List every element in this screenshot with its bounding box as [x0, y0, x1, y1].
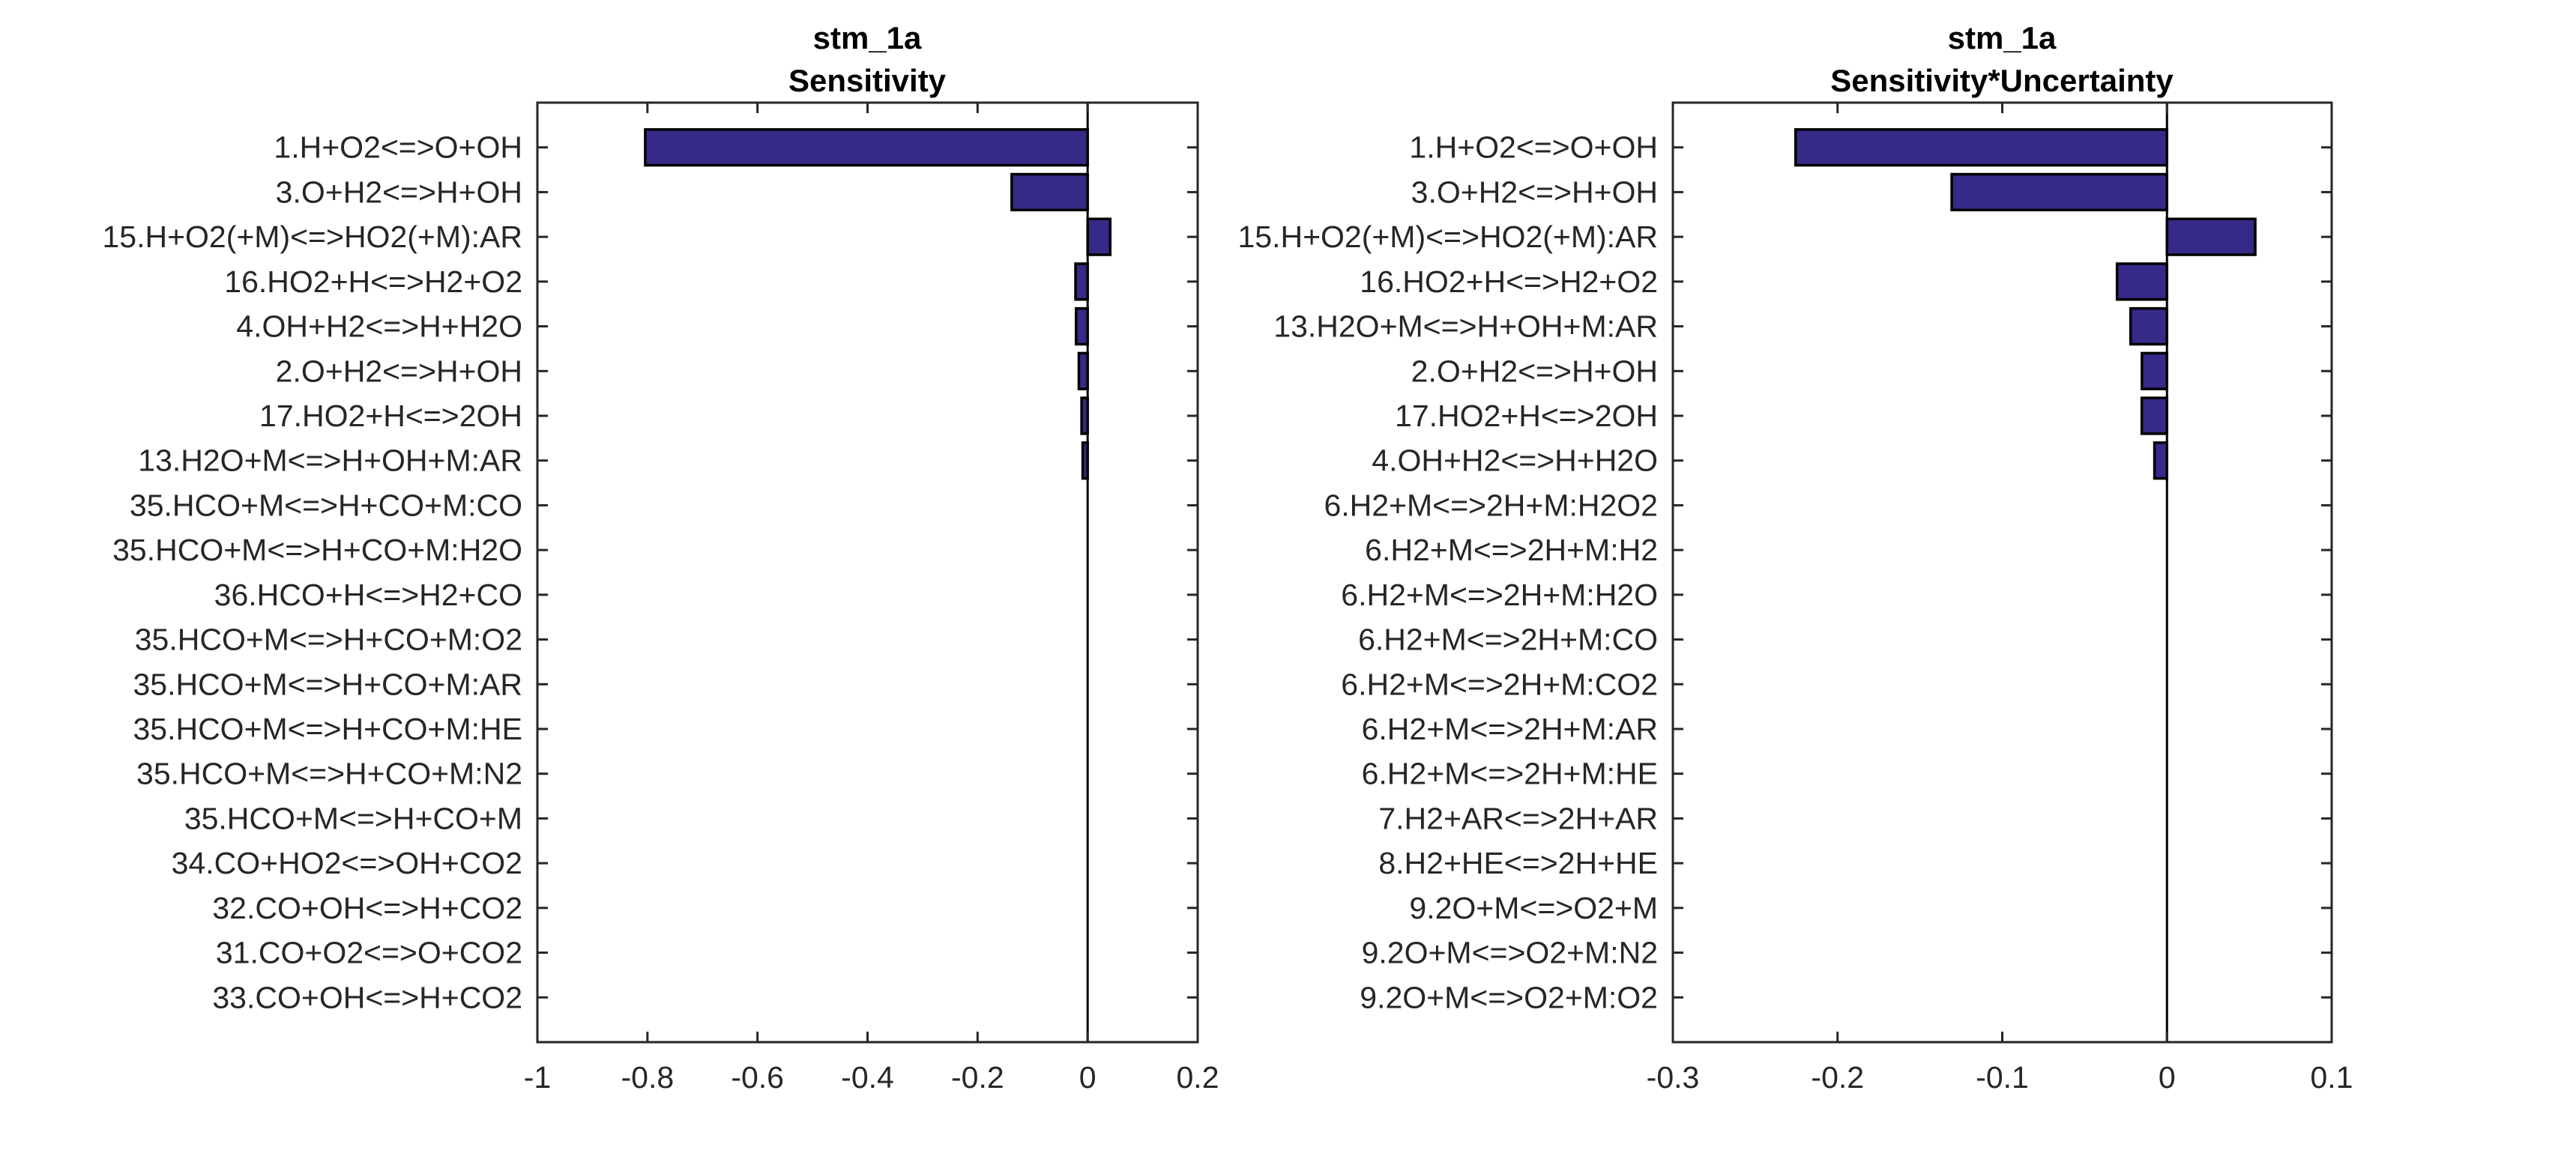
bar — [2140, 396, 2168, 435]
category-label: 6.H2+M<=>2H+M:H2O2 — [1324, 488, 1658, 522]
category-label: 15.H+O2(+M)<=>HO2(+M):AR — [1237, 220, 1658, 254]
category-label: 6.H2+M<=>2H+M:AR — [1362, 712, 1658, 746]
axes-box — [536, 101, 1199, 1044]
category-label: 16.HO2+H<=>H2+O2 — [1360, 264, 1658, 299]
category-label: 7.H2+AR<=>2H+AR — [1378, 801, 1658, 835]
category-label: 17.HO2+H<=>2OH — [259, 399, 522, 433]
category-label: 31.CO+O2<=>O+CO2 — [216, 936, 522, 970]
category-label: 3.O+H2<=>H+OH — [276, 175, 522, 209]
x-tick-label: -0.3 — [1647, 1060, 1700, 1095]
chart-subtitle: Sensitivity — [788, 63, 947, 98]
category-label-group: 1.H+O2<=>O+OH 3.O+H2<=>H+OH 15.H+O2(+M)<=>… — [102, 130, 522, 1015]
category-label: 2.O+H2<=>H+OH — [1411, 354, 1658, 388]
category-label: 35.HCO+M<=>H+CO+M:HE — [133, 712, 522, 746]
bar — [1080, 396, 1089, 435]
bar-group — [1794, 103, 2257, 1042]
bar — [2153, 441, 2169, 480]
x-tick-group: -0.3 -0.2 -0.1 0 0.1 — [1647, 103, 2353, 1095]
category-label: 35.HCO+M<=>H+CO+M:O2 — [135, 623, 522, 657]
category-label: 13.H2O+M<=>H+OH+M:AR — [138, 444, 522, 478]
category-label: 36.HCO+H<=>H2+CO — [214, 578, 522, 612]
category-label: 17.HO2+H<=>2OH — [1395, 399, 1658, 433]
x-tick-label: -0.2 — [1811, 1060, 1864, 1095]
bar — [1081, 441, 1089, 480]
category-label: 8.H2+HE<=>2H+HE — [1378, 846, 1658, 880]
category-label: 35.HCO+M<=>H+CO+M:CO — [130, 488, 522, 522]
category-label: 34.CO+HO2<=>OH+CO2 — [172, 846, 522, 880]
category-label: 6.H2+M<=>2H+M:HE — [1362, 757, 1658, 791]
bar — [1086, 217, 1112, 256]
bar — [1074, 306, 1089, 346]
bar — [2165, 217, 2257, 256]
x-tick-label: -0.4 — [841, 1060, 894, 1095]
bar — [2115, 262, 2169, 301]
sensitivity-uncertainty-panel: stm_1a Sensitivity*Uncertainty 1.H+O2<=>… — [1237, 20, 2353, 1095]
category-label: 35.HCO+M<=>H+CO+M:N2 — [136, 757, 522, 791]
category-label: 35.HCO+M<=>H+CO+M:AR — [133, 667, 522, 701]
x-tick-label: -0.8 — [621, 1060, 675, 1095]
category-label: 16.HO2+H<=>H2+O2 — [224, 264, 522, 299]
x-tick-group: -1 -0.8 -0.6 -0.4 -0.2 0 0.2 — [524, 103, 1219, 1095]
bar-group — [644, 103, 1112, 1042]
bar — [1074, 262, 1089, 301]
category-label: 3.O+H2<=>H+OH — [1411, 175, 1658, 209]
bar — [2141, 351, 2168, 390]
x-tick-label: -1 — [524, 1060, 551, 1095]
x-tick-label: 0.1 — [2311, 1060, 2353, 1095]
category-label: 35.HCO+M<=>H+CO+M — [184, 801, 522, 835]
category-label: 35.HCO+M<=>H+CO+M:H2O — [112, 533, 522, 567]
bar — [1950, 172, 2169, 212]
x-tick-label: 0.2 — [1177, 1060, 1219, 1095]
category-label: 9.2O+M<=>O2+M:O2 — [1360, 980, 1658, 1014]
chart-subtitle: Sensitivity*Uncertainty — [1830, 63, 2174, 98]
x-tick-label: -0.6 — [731, 1060, 784, 1095]
x-tick-label: 0 — [1079, 1060, 1097, 1095]
category-label: 15.H+O2(+M)<=>HO2(+M):AR — [102, 220, 522, 254]
x-tick-label: 0 — [2159, 1060, 2176, 1095]
category-label: 2.O+H2<=>H+OH — [276, 354, 522, 388]
category-label-group: 1.H+O2<=>O+OH 3.O+H2<=>H+OH 15.H+O2(+M)<=>… — [1237, 130, 1658, 1015]
bar — [644, 128, 1089, 167]
category-label: 1.H+O2<=>O+OH — [1409, 130, 1658, 165]
chart-title: stm_1a — [1948, 20, 2057, 55]
category-label: 6.H2+M<=>2H+M:CO — [1358, 623, 1658, 657]
bar — [1077, 351, 1089, 390]
category-label: 1.H+O2<=>O+OH — [274, 130, 522, 165]
category-label: 6.H2+M<=>2H+M:CO2 — [1341, 667, 1658, 701]
x-tick-label: -0.1 — [1976, 1060, 2029, 1095]
category-label: 9.2O+M<=>O2+M:N2 — [1362, 936, 1658, 970]
category-label: 6.H2+M<=>2H+M:H2O — [1341, 578, 1658, 612]
sensitivity-panel: stm_1a Sensitivity 1.H+O2<=>O+OH 3.O+H2<=… — [102, 20, 1219, 1095]
category-label: 4.OH+H2<=>H+H2O — [1372, 444, 1658, 478]
category-label: 13.H2O+M<=>H+OH+M:AR — [1273, 309, 1658, 344]
category-label: 9.2O+M<=>O2+M — [1409, 891, 1658, 925]
axes-box — [1671, 101, 2333, 1044]
category-label: 4.OH+H2<=>H+H2O — [236, 309, 522, 344]
category-label: 32.CO+OH<=>H+CO2 — [212, 891, 522, 925]
category-label: 33.CO+OH<=>H+CO2 — [212, 980, 522, 1014]
bar — [1010, 172, 1089, 212]
chart-title: stm_1a — [813, 20, 922, 55]
bar — [1794, 128, 2169, 167]
category-label: 6.H2+M<=>2H+M:H2 — [1365, 533, 1658, 567]
bar — [2129, 306, 2169, 346]
x-tick-label: -0.2 — [951, 1060, 1004, 1095]
